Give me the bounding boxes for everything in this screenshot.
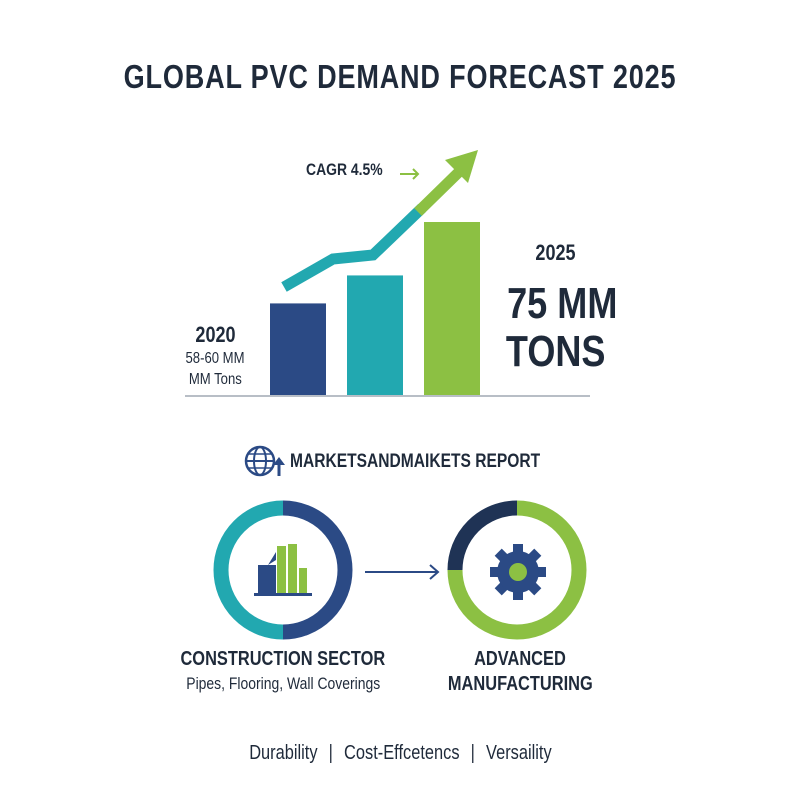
start-year: 2020 (194, 322, 236, 347)
trend-line (281, 204, 426, 292)
construction-subtitle: Pipes, Flooring, Wall Coverings (186, 674, 380, 693)
start-label: 2020 58-60 MM MM Tons (175, 322, 255, 389)
bar-2020 (270, 303, 326, 395)
end-label: 2025 75 MM TONS (495, 240, 618, 376)
attribute-durability: Durability (248, 742, 318, 764)
end-year: 2025 (534, 240, 576, 265)
start-unit: MM Tons (188, 371, 242, 388)
construction-title: CONSTRUCTION SECTOR (180, 648, 386, 670)
trend-line-end (414, 165, 466, 216)
end-value: 75 MM (507, 279, 618, 328)
manufacturing-title-2: MANUFACTURING (447, 673, 593, 695)
construction-sector: CONSTRUCTION SECTOR Pipes, Flooring, Wal… (150, 648, 416, 694)
cagr-label: CAGR 4.5% (306, 160, 383, 179)
start-value: 58-60 MM (185, 350, 245, 367)
divider: | (470, 742, 475, 764)
attribute-cost: Cost-Effcetencs (343, 742, 460, 764)
end-unit: TONS (505, 327, 606, 376)
manufacturing-ring (447, 500, 587, 640)
attributes-row: Durability | Cost-Effcetencs | Versailit… (0, 742, 800, 765)
globe-arrow-icon (244, 445, 285, 477)
source-label: MARKETSANDMAIKETS REPORT (290, 451, 541, 472)
bar-middle (347, 275, 403, 395)
attribute-versatility: Versaility (485, 742, 552, 764)
bar-2025 (424, 222, 480, 395)
page-title: GLOBAL PVC DEMAND FORECAST 2025 (123, 58, 677, 95)
buildings-icon (254, 544, 312, 596)
divider: | (328, 742, 333, 764)
manufacturing-title: ADVANCED (474, 648, 566, 670)
gear-icon (490, 544, 546, 600)
arrow-right-icon (365, 564, 440, 580)
manufacturing-sector: ADVANCED MANUFACTURING (420, 648, 620, 696)
trend-arrow-head (445, 150, 478, 183)
construction-ring (213, 500, 353, 640)
cagr-arrow-icon (400, 168, 420, 180)
